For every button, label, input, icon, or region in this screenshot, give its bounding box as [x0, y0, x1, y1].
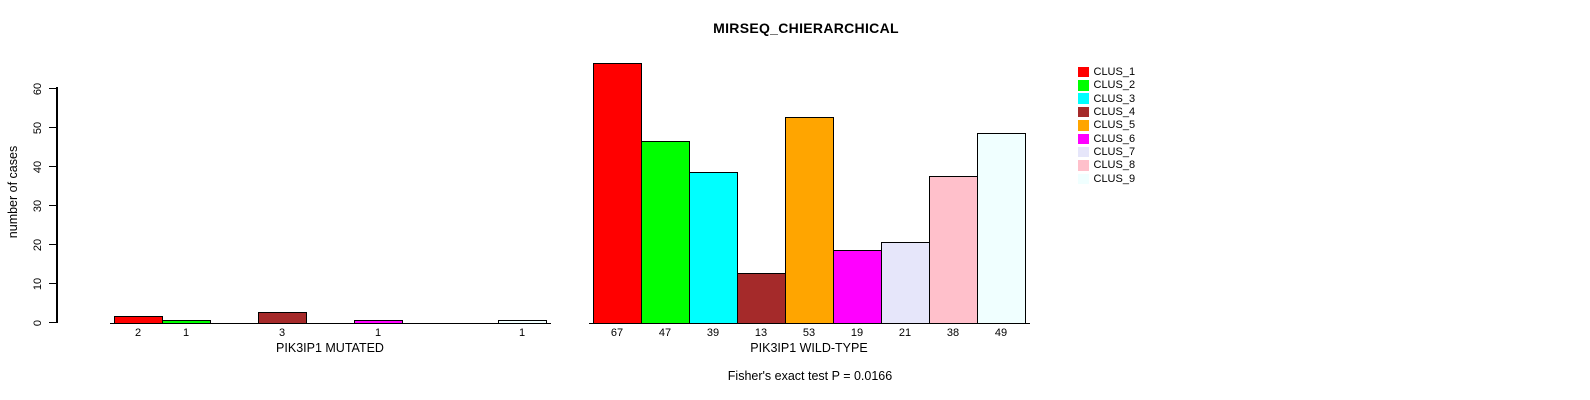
y-axis-tick-label: 50	[32, 121, 44, 134]
bar-clus_9	[498, 319, 547, 324]
bar-value-label: 67	[610, 327, 624, 339]
bar-value-label: 39	[706, 327, 720, 339]
y-axis-tick	[49, 204, 57, 207]
bar-value-label: 19	[850, 327, 864, 339]
bar-clus_3	[689, 171, 738, 324]
bar-clus_9	[977, 132, 1026, 324]
y-axis-tick-label: 10	[32, 277, 44, 290]
bar-clus_4	[258, 311, 307, 324]
legend-item: CLUS_7	[1078, 146, 1135, 159]
y-axis-tick	[49, 165, 57, 168]
legend-item: CLUS_9	[1078, 172, 1135, 185]
legend-swatch-clus_6	[1078, 133, 1089, 144]
x-axis-label-mutated: PIK3IP1 MUTATED	[276, 341, 384, 355]
x-axis-label-wildtype: PIK3IP1 WILD-TYPE	[750, 341, 868, 355]
legend-swatch-clus_3	[1078, 93, 1089, 104]
bar-clus_6	[833, 249, 882, 324]
bar-clus_2	[162, 319, 211, 324]
bar-value-label: 1	[374, 327, 382, 339]
legend-label: CLUS_8	[1093, 159, 1136, 172]
legend-swatch-clus_4	[1078, 106, 1089, 118]
legend-label: CLUS_7	[1093, 146, 1136, 159]
legend-swatch-clus_9	[1078, 173, 1089, 185]
legend-item: CLUS_2	[1078, 79, 1135, 92]
bar-value-label: 3	[278, 327, 286, 339]
bar-clus_2	[641, 140, 690, 324]
y-axis-tick	[49, 243, 57, 246]
y-axis-tick	[49, 87, 57, 90]
bar-clus_4	[737, 272, 786, 324]
x-axis-baseline	[110, 322, 551, 324]
legend-item: CLUS_3	[1078, 92, 1135, 105]
legend-item: CLUS_8	[1078, 159, 1135, 172]
legend-label: CLUS_9	[1093, 172, 1136, 185]
bar-value-label: 47	[658, 327, 672, 339]
bar-value-label: 53	[802, 327, 816, 339]
legend-item: CLUS_6	[1078, 132, 1135, 145]
y-axis-tick-label: 40	[32, 160, 44, 173]
bar-clus_1	[593, 62, 642, 324]
bar-value-label: 13	[754, 327, 768, 339]
y-axis-title: number of cases	[6, 145, 20, 239]
legend-swatch-clus_8	[1078, 160, 1089, 171]
y-axis-tick	[49, 126, 57, 129]
bar-clus_6	[354, 319, 403, 324]
y-axis-tick-label: 20	[32, 238, 44, 251]
bar-value-label: 1	[182, 327, 190, 339]
legend-label: CLUS_1	[1093, 66, 1136, 78]
fisher-test-caption: Fisher's exact test P = 0.0166	[727, 369, 893, 383]
legend-label: CLUS_4	[1093, 106, 1136, 119]
y-axis-tick	[49, 321, 57, 324]
bar-value-label: 38	[946, 327, 960, 339]
bar-value-label: 49	[994, 327, 1008, 339]
chart-title: MIRSEQ_CHIERARCHICAL	[713, 20, 899, 36]
legend-label: CLUS_6	[1093, 132, 1136, 145]
legend-item: CLUS_4	[1078, 106, 1135, 119]
y-axis-tick-label: 30	[32, 199, 44, 212]
legend-item: CLUS_1	[1078, 66, 1135, 79]
bar-clus_5	[785, 116, 834, 324]
legend-swatch-clus_5	[1078, 120, 1089, 131]
legend-label: CLUS_2	[1093, 79, 1136, 92]
legend-label: CLUS_3	[1093, 92, 1136, 105]
bar-clus_1	[114, 315, 163, 324]
bar-clus_8	[929, 175, 978, 324]
y-axis-tick	[49, 282, 57, 285]
y-axis-tick-label: 60	[32, 82, 44, 95]
legend-item: CLUS_5	[1078, 119, 1135, 132]
legend-swatch-clus_2	[1078, 80, 1089, 91]
legend-label: CLUS_5	[1093, 119, 1136, 132]
bar-value-label: 2	[134, 327, 142, 339]
y-axis-tick-label: 0	[32, 319, 44, 326]
bar-clus_7	[881, 241, 930, 324]
legend-swatch-clus_1	[1078, 66, 1089, 78]
bar-value-label: 1	[518, 327, 526, 339]
bar-value-label: 21	[898, 327, 912, 339]
legend-swatch-clus_7	[1078, 146, 1089, 158]
